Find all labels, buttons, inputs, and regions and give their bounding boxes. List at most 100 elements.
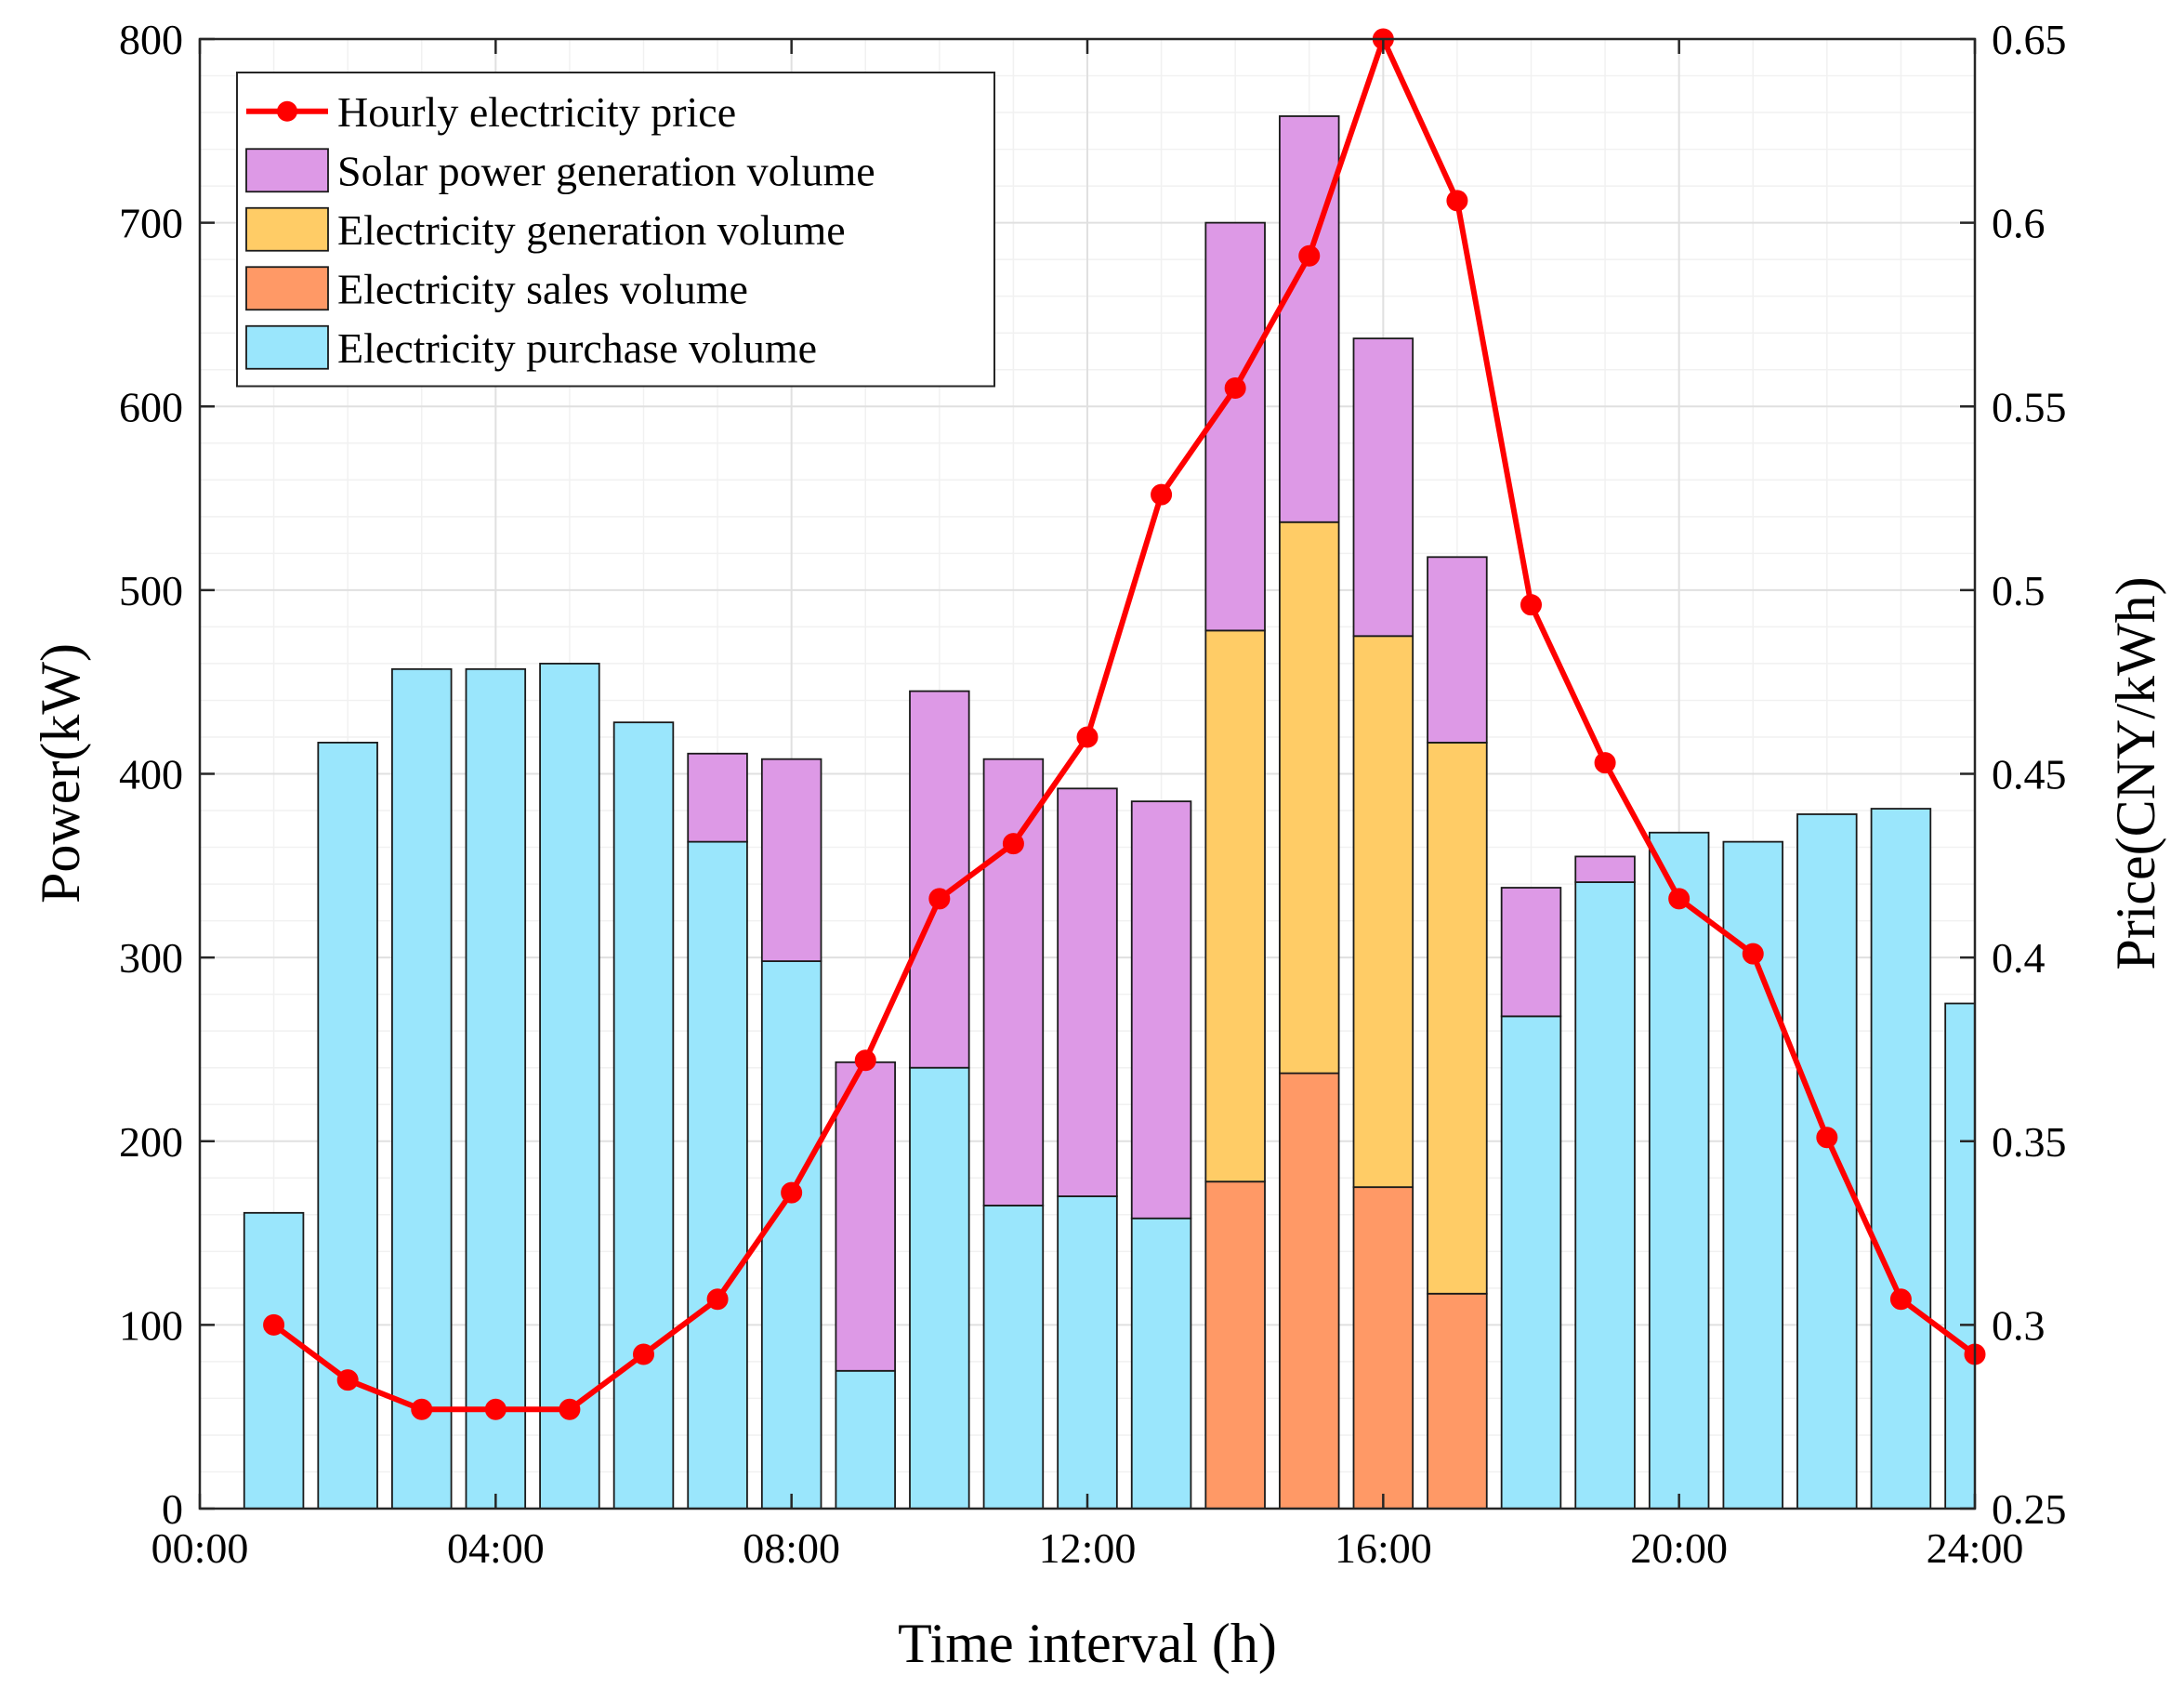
left-y-tick-label: 200 [119, 1118, 183, 1166]
price-marker [1298, 244, 1321, 267]
bar-electricity-purchase-volume [539, 663, 600, 1510]
bar-electricity-purchase-volume [465, 667, 527, 1510]
x-axis-label: Time interval (h) [898, 1613, 1277, 1674]
price-marker [336, 1369, 359, 1391]
price-marker [411, 1398, 433, 1420]
price-marker [263, 1313, 285, 1336]
bar-electricity-sales-volume [1279, 1072, 1340, 1510]
x-tick-label: 00:00 [151, 1524, 249, 1572]
legend-swatch [245, 148, 329, 193]
price-marker [928, 888, 951, 910]
x-tick-label: 24:00 [1927, 1524, 2024, 1572]
right-y-tick-label: 0.45 [1992, 751, 2067, 798]
price-marker [781, 1181, 803, 1204]
x-tick-label: 08:00 [743, 1524, 840, 1572]
right-y-tick-label: 0.25 [1992, 1485, 2067, 1533]
right-y-tick-label: 0.6 [1992, 200, 2046, 247]
legend-swatch [245, 206, 329, 252]
left-y-tick-label: 500 [119, 567, 183, 614]
bar-solar-power-generation-volume [909, 690, 970, 1069]
bar-electricity-purchase-volume [1057, 1195, 1118, 1510]
legend-label: Electricity generation volume [337, 206, 846, 254]
bar-solar-power-generation-volume [1057, 787, 1118, 1197]
price-marker [1742, 943, 1764, 965]
bar-solar-power-generation-volume [760, 758, 822, 962]
bar-solar-power-generation-volume [1427, 556, 1488, 744]
right-y-tick-label: 0.35 [1992, 1118, 2067, 1166]
bar-electricity-sales-volume [1352, 1186, 1414, 1510]
bar-electricity-purchase-volume [1870, 808, 1932, 1510]
bar-electricity-purchase-volume [1648, 831, 1710, 1510]
right-y-tick-label: 0.3 [1992, 1301, 2046, 1349]
bar-electricity-sales-volume [1427, 1292, 1488, 1510]
price-series-line [271, 36, 1977, 1413]
left-y-tick-label: 800 [119, 16, 183, 63]
bar-electricity-purchase-volume [1130, 1217, 1192, 1510]
price-marker [1151, 483, 1173, 506]
price-marker [1076, 726, 1099, 748]
legend-swatch [245, 266, 329, 311]
legend-label: Solar power generation volume [337, 147, 875, 194]
legend-label: Electricity sales volume [337, 265, 748, 312]
price-marker [633, 1343, 654, 1365]
bar-electricity-sales-volume [1204, 1180, 1266, 1510]
price-marker [1520, 594, 1542, 616]
bar-electricity-purchase-volume [1500, 1015, 1562, 1510]
price-marker [1224, 376, 1246, 399]
bar-electricity-purchase-volume [243, 1211, 305, 1510]
left-y-tick-label: 0 [162, 1485, 183, 1533]
axis-ticks: 00:00 04:00 08:00 12:00 16:00 20:00 24:00 0 100 2… [119, 16, 2067, 1572]
legend-label: Hourly electricity price [337, 88, 736, 136]
left-y-tick-label: 700 [119, 200, 183, 247]
bar-solar-power-generation-volume [687, 752, 748, 843]
bar-solar-power-generation-volume [1352, 337, 1414, 638]
price-marker [1002, 833, 1024, 855]
price-marker [1446, 190, 1468, 212]
left-y-tick-label: 600 [119, 383, 183, 430]
bar-solar-power-generation-volume [1130, 800, 1192, 1220]
bar-electricity-purchase-volume [982, 1205, 1045, 1510]
bar-solar-power-generation-volume [1574, 855, 1636, 883]
bar-electricity-generation-volume [1427, 742, 1488, 1295]
price-marker [1889, 1288, 1912, 1311]
stacked-bars [243, 115, 1976, 1510]
right-y-tick-label: 0.65 [1992, 16, 2067, 63]
legend-box [236, 72, 995, 388]
bar-electricity-generation-volume [1352, 635, 1414, 1189]
bar-electricity-generation-volume [1204, 629, 1266, 1183]
price-marker [559, 1398, 581, 1420]
left-y-tick-label: 300 [119, 934, 183, 982]
price-marker [484, 1398, 507, 1420]
price-marker [1594, 752, 1616, 774]
right-y-tick-label: 0.5 [1992, 567, 2046, 614]
bar-electricity-purchase-volume [391, 667, 453, 1510]
bar-electricity-purchase-volume [760, 960, 822, 1510]
bar-electricity-purchase-volume [1796, 813, 1858, 1510]
bar-electricity-purchase-volume [687, 840, 748, 1510]
bar-electricity-purchase-volume [909, 1066, 970, 1510]
right-y-tick-label: 0.4 [1992, 934, 2046, 982]
price-marker [706, 1288, 729, 1311]
left-y-tick-label: 400 [119, 751, 183, 798]
price-line [263, 28, 1986, 1420]
bar-solar-power-generation-volume [1204, 221, 1266, 632]
bar-solar-power-generation-volume [982, 758, 1045, 1207]
x-tick-label: 12:00 [1039, 1524, 1137, 1572]
legend: Hourly electricity price Solar power gene… [236, 72, 995, 388]
right-y-axis-label: Price(CNY/kWh) [2105, 576, 2166, 969]
price-marker [854, 1049, 876, 1072]
bar-solar-power-generation-volume [1500, 887, 1562, 1018]
left-y-axis-label: Power(kW) [30, 643, 91, 903]
x-tick-label: 16:00 [1335, 1524, 1432, 1572]
bar-electricity-purchase-volume [612, 721, 675, 1510]
bar-electricity-purchase-volume [317, 742, 378, 1510]
bar-electricity-purchase-volume [835, 1369, 896, 1510]
x-tick-label: 20:00 [1630, 1524, 1728, 1572]
left-y-tick-label: 100 [119, 1301, 183, 1349]
bar-electricity-generation-volume [1279, 521, 1340, 1075]
bar-electricity-purchase-volume [1944, 1002, 1976, 1510]
bar-solar-power-generation-volume [835, 1061, 896, 1372]
x-tick-label: 04:00 [447, 1524, 545, 1572]
price-marker [1668, 888, 1691, 910]
